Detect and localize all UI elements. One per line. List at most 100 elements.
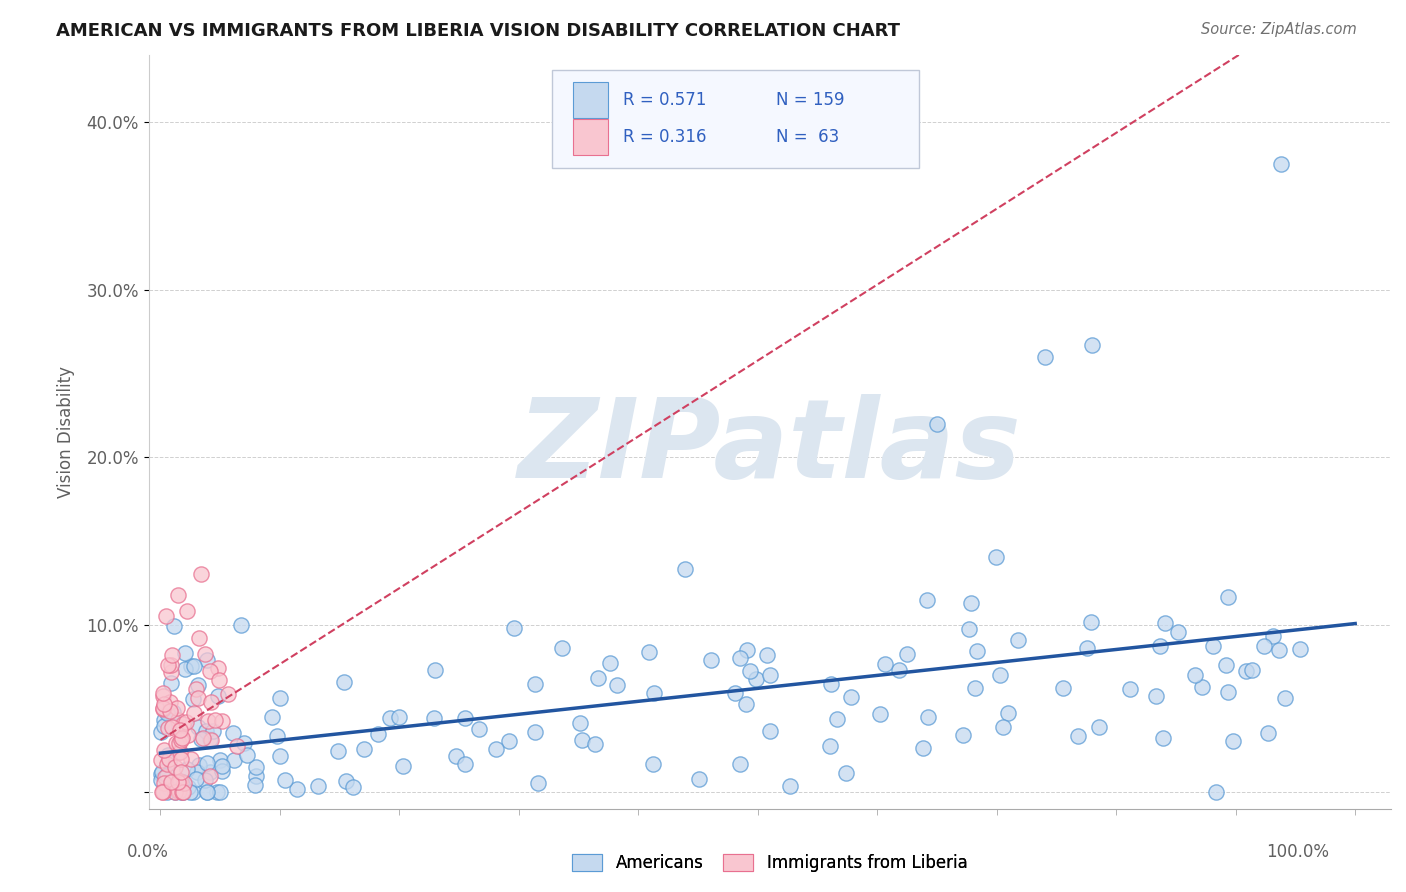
Point <box>779 780 801 794</box>
Point <box>1270 157 1292 171</box>
Point <box>208 785 231 799</box>
Point <box>195 785 218 799</box>
Point <box>245 760 267 774</box>
Text: R = 0.316: R = 0.316 <box>623 128 707 146</box>
Point <box>166 701 188 715</box>
Point <box>869 707 891 722</box>
Point <box>156 721 179 735</box>
Point <box>1222 733 1244 747</box>
Point <box>217 687 239 701</box>
Point <box>186 772 208 786</box>
Text: 0.0%: 0.0% <box>127 843 169 861</box>
Point <box>167 745 190 759</box>
Point <box>211 759 233 773</box>
Point <box>172 717 194 731</box>
Point <box>190 731 212 746</box>
Point <box>468 722 491 736</box>
Point <box>197 714 219 728</box>
Point <box>156 768 179 782</box>
Point <box>198 765 221 780</box>
Point <box>187 631 209 645</box>
Point <box>183 659 205 673</box>
Point <box>333 674 356 689</box>
Point <box>187 720 209 734</box>
Point <box>173 661 195 675</box>
Point <box>149 724 172 739</box>
Point <box>391 759 413 773</box>
Point <box>551 640 574 655</box>
Point <box>342 780 364 795</box>
Point <box>207 690 229 704</box>
Point <box>198 731 221 746</box>
Point <box>1289 641 1312 656</box>
Point <box>378 711 401 725</box>
Point <box>724 686 747 700</box>
Point <box>156 785 179 799</box>
Point <box>638 645 661 659</box>
Point <box>201 724 224 739</box>
Point <box>160 774 183 789</box>
Point <box>163 785 186 799</box>
Point <box>160 676 183 690</box>
Point <box>200 733 222 747</box>
Point <box>157 780 180 795</box>
Point <box>172 785 194 799</box>
Point <box>156 756 179 771</box>
Point <box>759 724 782 739</box>
Point <box>177 728 200 742</box>
Point <box>180 751 202 765</box>
Point <box>153 718 176 732</box>
Point <box>1241 663 1264 677</box>
Point <box>156 748 179 763</box>
Point <box>269 690 291 705</box>
Point <box>745 672 768 686</box>
Point <box>245 769 267 783</box>
Point <box>194 724 217 739</box>
Point <box>1154 615 1177 630</box>
Point <box>1268 643 1291 657</box>
Point <box>688 772 710 787</box>
Point <box>839 690 862 704</box>
Bar <box>574 81 609 118</box>
Point <box>997 706 1019 721</box>
Point <box>207 661 229 675</box>
Point <box>195 756 218 770</box>
Point <box>965 681 987 696</box>
Point <box>187 691 209 706</box>
Point <box>1274 691 1296 706</box>
Point <box>222 726 245 740</box>
Point <box>162 721 184 735</box>
Point <box>586 671 609 685</box>
Point <box>740 664 762 678</box>
Point <box>606 677 628 691</box>
Point <box>187 758 209 772</box>
Point <box>523 677 546 691</box>
Point <box>152 698 174 712</box>
Point <box>176 780 198 794</box>
Point <box>152 784 174 798</box>
Point <box>172 774 194 789</box>
Point <box>1191 680 1213 694</box>
Text: N = 159: N = 159 <box>776 91 845 109</box>
Point <box>194 773 217 788</box>
Point <box>446 749 468 764</box>
Point <box>169 733 191 747</box>
Point <box>1263 629 1285 643</box>
Point <box>172 784 194 798</box>
Point <box>728 757 751 772</box>
Point <box>1119 682 1142 697</box>
Point <box>1257 726 1279 740</box>
Point <box>641 757 664 772</box>
Point <box>224 753 246 767</box>
Point <box>159 704 181 718</box>
Point <box>173 775 195 789</box>
Point <box>170 764 193 779</box>
Point <box>152 702 174 716</box>
Legend: Americans, Immigrants from Liberia: Americans, Immigrants from Liberia <box>572 855 967 872</box>
Point <box>568 716 591 731</box>
Point <box>162 648 184 662</box>
Point <box>759 667 782 681</box>
Point <box>172 785 194 799</box>
Point <box>1253 639 1275 653</box>
Point <box>1033 350 1056 364</box>
